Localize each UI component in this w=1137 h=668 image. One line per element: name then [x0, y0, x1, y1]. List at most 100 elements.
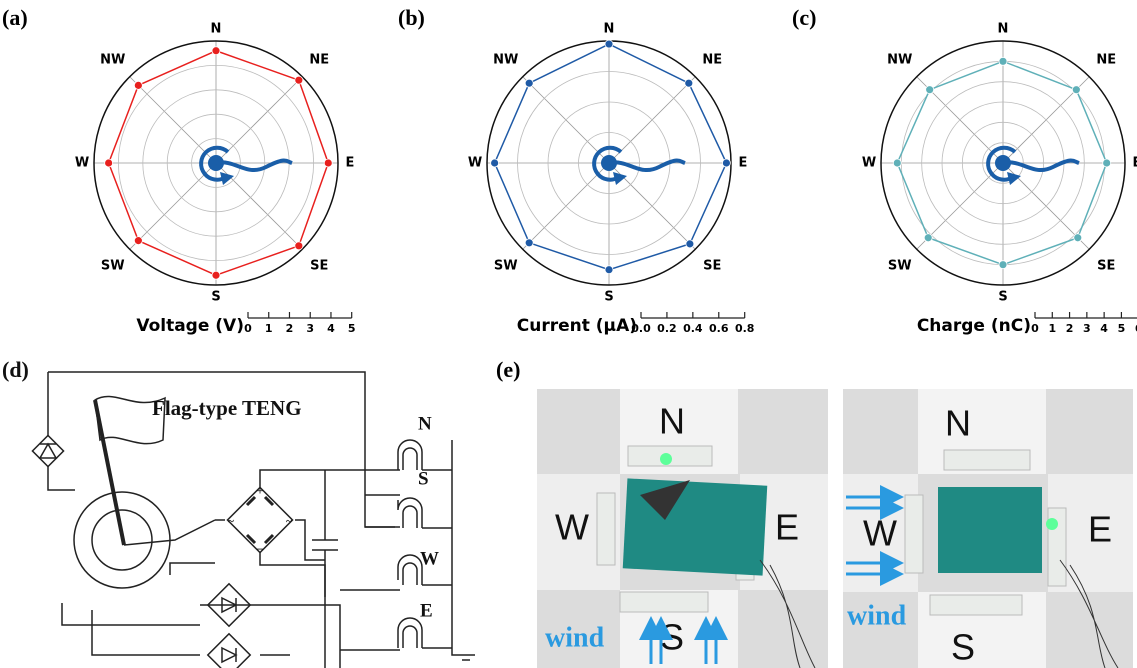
data-point [722, 159, 730, 167]
bridge-sign: ~ [286, 516, 292, 528]
photo-label: S [660, 617, 684, 658]
wind-label: wind [545, 622, 605, 653]
tick-label: 3 [1083, 322, 1091, 335]
tick-label: 1 [1048, 322, 1056, 335]
led-label: S [418, 468, 429, 489]
direction-label: SE [310, 259, 328, 274]
tick-label: 5 [1118, 322, 1126, 335]
direction-label: N [604, 22, 615, 37]
figure: (a)012345Voltage (V)NNEESESSWWNW(b)0.00.… [0, 0, 1137, 668]
direction-label: NE [702, 52, 722, 67]
data-point [999, 57, 1007, 65]
direction-label: S [211, 290, 220, 305]
direction-label: N [998, 22, 1009, 37]
direction-label: E [346, 156, 355, 171]
data-point [924, 234, 932, 242]
direction-label: NE [309, 52, 329, 67]
tick-label: 0 [1031, 322, 1039, 335]
tick-label: 0.2 [657, 322, 677, 335]
data-point [295, 76, 303, 84]
data-point [685, 79, 693, 87]
direction-label: N [211, 22, 222, 37]
direction-label: SW [101, 259, 125, 274]
data-point [686, 240, 694, 248]
direction-label: E [739, 156, 748, 171]
tick-label: 2 [286, 322, 294, 335]
data-point [134, 81, 142, 89]
spoke [216, 77, 302, 163]
tick-label: 0.6 [709, 322, 729, 335]
wind-label: wind [847, 600, 907, 631]
led-label: W [420, 548, 439, 569]
data-point [324, 159, 332, 167]
photo: N W E S wind [843, 389, 1133, 668]
center-tail [1003, 161, 1079, 171]
axis-label: Charge (nC) [917, 316, 1031, 336]
center-tail [216, 161, 292, 171]
tick-label: 0.4 [683, 322, 703, 335]
led-label: N [418, 413, 432, 434]
data-point [134, 237, 142, 245]
direction-label: SE [1097, 259, 1115, 274]
data-point [491, 159, 499, 167]
photo-label: W [863, 513, 897, 554]
data-point [212, 47, 220, 55]
axis-label: Current (μA) [517, 316, 637, 336]
direction-label: SW [888, 259, 912, 274]
data-point [605, 40, 613, 48]
direction-label: NW [100, 52, 125, 67]
data-point [1103, 159, 1111, 167]
direction-label: SW [494, 259, 518, 274]
axis-label: Voltage (V) [136, 316, 244, 336]
data-point [893, 159, 901, 167]
center-tail [609, 161, 685, 171]
circuit: (d) Flag-type TENG + − ~ ~ N S W E [2, 357, 475, 668]
direction-label: NW [887, 52, 912, 67]
data-point [926, 86, 934, 94]
panel-label: (e) [496, 357, 520, 382]
circuit-title: Flag-type TENG [152, 396, 302, 420]
direction-label: W [75, 156, 89, 171]
photo: N W E S wind [537, 389, 828, 668]
data-point [295, 242, 303, 250]
panel-label: (b) [398, 5, 425, 30]
data-point [999, 261, 1007, 269]
direction-label: W [862, 156, 876, 171]
direction-label: NW [493, 52, 518, 67]
photo-label: E [775, 507, 799, 548]
bridge-sign: − [257, 542, 264, 556]
data-point [1072, 86, 1080, 94]
tick-label: 5 [348, 322, 356, 335]
direction-label: E [1133, 156, 1137, 171]
spoke [130, 77, 216, 163]
tick-label: 2 [1066, 322, 1074, 335]
tick-label: 4 [1100, 322, 1108, 335]
bridge-sign: ~ [228, 516, 234, 528]
photo-label: N [659, 401, 685, 442]
data-point [1074, 234, 1082, 242]
spoke [130, 163, 216, 249]
panel-label: (d) [2, 357, 29, 382]
tick-label: 0.8 [735, 322, 755, 335]
photo-label: E [1088, 509, 1112, 550]
tick-label: 0 [244, 322, 252, 335]
panel-label: (c) [792, 5, 816, 30]
tick-label: 4 [327, 322, 335, 335]
data-point [212, 271, 220, 279]
direction-label: S [604, 290, 613, 305]
tick-label: 3 [306, 322, 314, 335]
bridge-sign: + [257, 486, 263, 498]
data-point [525, 79, 533, 87]
direction-label: NE [1096, 52, 1116, 67]
data-point [525, 239, 533, 247]
data-point [105, 159, 113, 167]
direction-label: S [998, 290, 1007, 305]
led-label: E [420, 600, 433, 621]
data-point [605, 266, 613, 274]
photo-label: N [945, 403, 971, 444]
photo-label: W [555, 507, 589, 548]
tick-label: 1 [265, 322, 273, 335]
direction-label: SE [703, 259, 721, 274]
panel-label: (a) [2, 5, 28, 30]
